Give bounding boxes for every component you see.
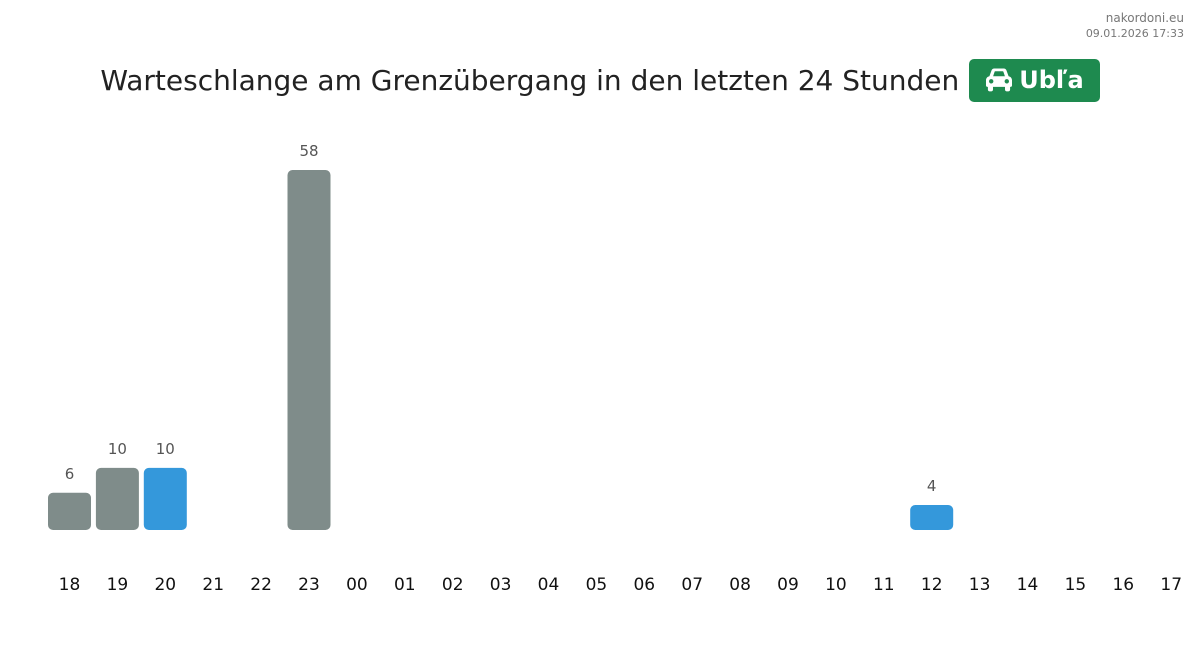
x-tick-label: 11 xyxy=(873,575,895,595)
crossing-badge: Ubľa xyxy=(969,58,1100,102)
x-tick-label: 04 xyxy=(538,575,560,595)
x-tick-label: 16 xyxy=(1112,575,1134,595)
x-tick-label: 18 xyxy=(59,575,81,595)
x-tick-label: 20 xyxy=(154,575,176,595)
bar-19 xyxy=(95,467,139,530)
chart-title: Warteschlange am Grenzübergang in den le… xyxy=(100,63,960,97)
x-tick-label: 00 xyxy=(346,575,368,595)
car-icon xyxy=(986,68,1013,92)
x-tick-label: 02 xyxy=(442,575,464,595)
bar-12 xyxy=(910,505,954,530)
crossing-name: Ubľa xyxy=(1019,66,1084,94)
bar-18 xyxy=(48,492,91,530)
x-tick-label: 13 xyxy=(969,575,991,595)
x-tick-label: 05 xyxy=(586,575,608,595)
x-tick-label: 07 xyxy=(681,575,703,595)
x-tick-label: 19 xyxy=(107,575,129,595)
x-tick-label: 22 xyxy=(250,575,272,595)
bar-value-label: 58 xyxy=(299,142,318,160)
bar-value-label: 6 xyxy=(65,465,75,483)
bar-value-label: 10 xyxy=(108,440,127,458)
x-tick-label: 15 xyxy=(1065,575,1087,595)
x-tick-label: 06 xyxy=(633,575,655,595)
bar-20 xyxy=(143,467,187,530)
x-tick-label: 17 xyxy=(1160,575,1182,595)
x-tick-label: 08 xyxy=(729,575,751,595)
x-tick-label: 23 xyxy=(298,575,320,595)
bar-value-label: 4 xyxy=(927,477,937,495)
source-datetime: 09.01.2026 17:33 xyxy=(1085,27,1184,40)
bar-23 xyxy=(287,170,331,530)
x-tick-label: 03 xyxy=(490,575,512,595)
x-tick-label: 01 xyxy=(394,575,416,595)
bar-value-label: 10 xyxy=(156,440,175,458)
x-tick-label: 14 xyxy=(1017,575,1039,595)
source-info: nakordoni.eu 09.01.2026 17:33 xyxy=(1086,10,1184,42)
chart-header: Warteschlange am Grenzübergang in den le… xyxy=(0,58,1200,102)
x-tick-label: 21 xyxy=(202,575,224,595)
x-tick-label: 10 xyxy=(825,575,847,595)
x-tick-label: 09 xyxy=(777,575,799,595)
source-site: nakordoni.eu xyxy=(1105,11,1184,25)
x-tick-label: 12 xyxy=(921,575,943,595)
